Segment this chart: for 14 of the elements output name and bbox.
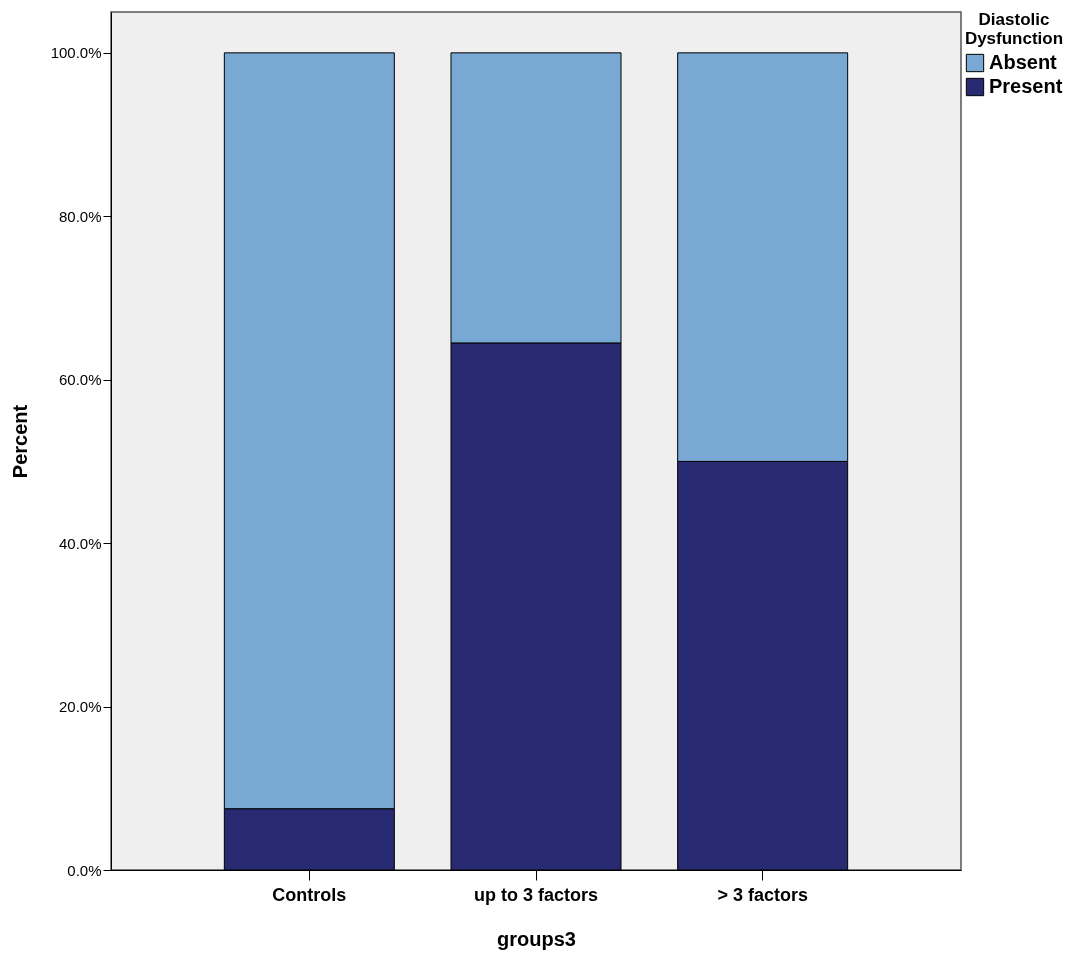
y-tick-label: 100.0% <box>50 44 102 62</box>
legend-title: Diastolic Dysfunction <box>964 10 1064 48</box>
x-tick-label: up to 3 factors <box>473 884 599 905</box>
y-axis-title: Percent <box>8 404 31 479</box>
y-tick-label: 0.0% <box>67 861 102 879</box>
y-tick-label: 80.0% <box>58 207 102 225</box>
y-tick-label: 60.0% <box>58 371 102 389</box>
y-tick-label: 40.0% <box>58 534 102 552</box>
legend-label: Present <box>989 75 1063 97</box>
x-tick-label: > 3 factors <box>717 884 808 905</box>
x-tick-label: Controls <box>272 884 347 905</box>
x-axis-title: groups3 <box>497 927 576 950</box>
y-tick-label: 20.0% <box>58 698 102 716</box>
legend-label: Absent <box>989 51 1058 73</box>
